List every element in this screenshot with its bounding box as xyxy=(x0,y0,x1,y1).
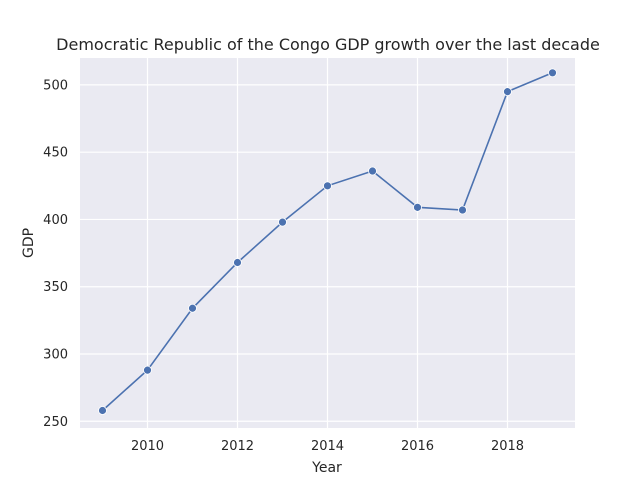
x-axis-ticks: 2010 2012 2014 2016 2018 xyxy=(131,439,524,454)
grid xyxy=(80,58,575,428)
data-point xyxy=(278,217,287,227)
x-tick-label: 2014 xyxy=(311,439,344,454)
data-point xyxy=(548,68,557,78)
y-tick-label: 300 xyxy=(43,348,68,363)
y-tick-label: 250 xyxy=(43,415,68,430)
y-tick-label: 400 xyxy=(43,213,68,228)
x-tick-label: 2012 xyxy=(221,439,254,454)
y-axis-ticks: 250 300 350 400 450 500 xyxy=(43,78,68,429)
data-point xyxy=(233,258,242,267)
y-tick-label: 500 xyxy=(43,78,68,93)
chart-title: Democratic Republic of the Congo GDP gro… xyxy=(56,35,600,54)
data-point xyxy=(458,205,467,215)
y-tick-label: 350 xyxy=(43,280,68,295)
x-tick-label: 2016 xyxy=(401,439,434,454)
y-tick-label: 450 xyxy=(43,146,68,161)
data-point xyxy=(98,406,107,415)
x-tick-label: 2010 xyxy=(131,439,164,454)
data-point xyxy=(323,181,332,191)
data-point xyxy=(368,166,377,176)
x-axis-label: Year xyxy=(311,460,342,476)
x-tick-label: 2018 xyxy=(491,439,524,454)
data-point xyxy=(503,87,512,97)
data-point xyxy=(188,303,197,313)
data-point xyxy=(413,202,422,212)
data-point xyxy=(143,365,152,375)
y-axis-label: GDP xyxy=(21,228,37,258)
series-points xyxy=(98,68,557,415)
